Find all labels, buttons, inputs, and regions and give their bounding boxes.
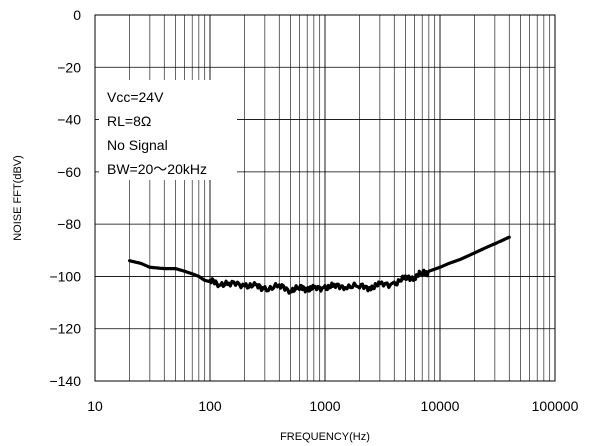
y-tick-label: −140 xyxy=(49,373,81,389)
y-tick-label: −120 xyxy=(49,321,81,337)
x-axis-label: FREQUENCY(Hz) xyxy=(280,431,370,443)
plot-frame xyxy=(94,14,556,382)
condition-note-background xyxy=(99,80,237,180)
y-axis-label: NOISE FFT(dBV) xyxy=(12,155,24,241)
x-tick-labels: 10 100 1000 10000 100000 xyxy=(87,398,578,414)
condition-rl: RL=8Ω xyxy=(107,113,151,129)
condition-note: Vcc=24V RL=8Ω No Signal BW=20〜20kHz xyxy=(99,80,237,180)
condition-signal: No Signal xyxy=(107,137,168,153)
x-tick-label: 10000 xyxy=(421,398,460,414)
y-tick-label: −40 xyxy=(57,112,81,128)
condition-vcc: Vcc=24V xyxy=(107,89,164,105)
x-tick-label: 10 xyxy=(87,398,103,414)
x-tick-label: 1000 xyxy=(309,398,340,414)
noise-series-line xyxy=(128,235,511,295)
condition-bandwidth: BW=20〜20kHz xyxy=(107,161,207,177)
y-tick-label: −60 xyxy=(57,164,81,180)
y-tick-label: −80 xyxy=(57,216,81,232)
x-tick-label: 100000 xyxy=(532,398,579,414)
y-tick-label: −100 xyxy=(49,268,81,284)
x-tick-label: 100 xyxy=(198,398,222,414)
grid xyxy=(95,14,555,382)
y-tick-labels: 0 −20 −40 −60 −80 −100 −120 −140 xyxy=(49,7,81,389)
y-tick-label: −20 xyxy=(57,59,81,75)
y-tick-label: 0 xyxy=(73,7,81,23)
series-group xyxy=(128,235,511,295)
